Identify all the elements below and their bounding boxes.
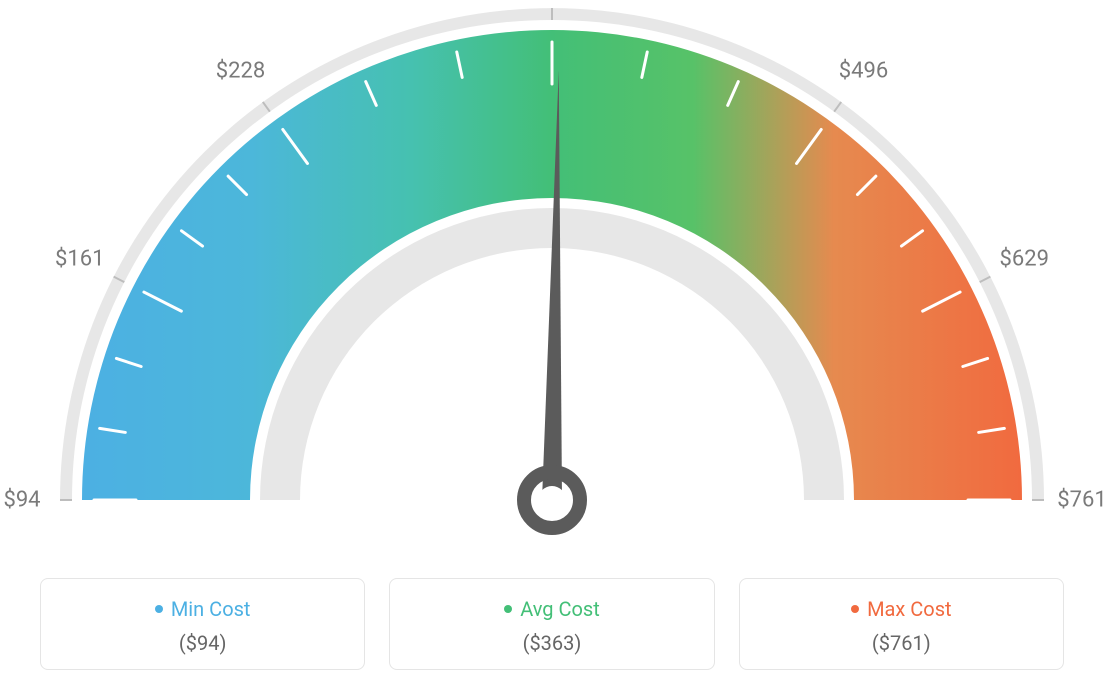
scale-label: $629 — [999, 247, 1048, 272]
legend-dot-icon — [155, 605, 163, 613]
scale-label: $496 — [839, 59, 888, 84]
scale-label: $94 — [3, 488, 40, 513]
legend-label-text: Avg Cost — [520, 597, 600, 621]
legend-card-max: Max Cost ($761) — [739, 578, 1064, 670]
legend-dot-icon — [504, 605, 512, 613]
legend-card-min: Min Cost ($94) — [40, 578, 365, 670]
legend-label-text: Max Cost — [867, 597, 952, 621]
chart-container: $94$161$228$363$496$629$761 Min Cost($94… — [0, 0, 1104, 690]
legend-label: Max Cost — [851, 597, 952, 621]
gauge-svg — [0, 0, 1104, 560]
gauge-area: $94$161$228$363$496$629$761 — [0, 0, 1104, 560]
legend-dot-icon — [851, 605, 859, 613]
needle-hub-inner — [538, 486, 566, 514]
scale-label: $228 — [216, 59, 265, 84]
legend-value: ($363) — [400, 631, 703, 655]
legend-label: Avg Cost — [504, 597, 600, 621]
legend-label-text: Min Cost — [171, 597, 251, 621]
legend-value: ($761) — [750, 631, 1053, 655]
legend-row: Min Cost ($94) Avg Cost ($363) Max Cost ($761… — [40, 578, 1064, 670]
legend-label: Min Cost — [155, 597, 251, 621]
legend-value: ($94) — [51, 631, 354, 655]
legend-card-avg: Avg Cost ($363) — [389, 578, 714, 670]
scale-label: $161 — [55, 247, 104, 272]
scale-label: $761 — [1057, 488, 1104, 513]
